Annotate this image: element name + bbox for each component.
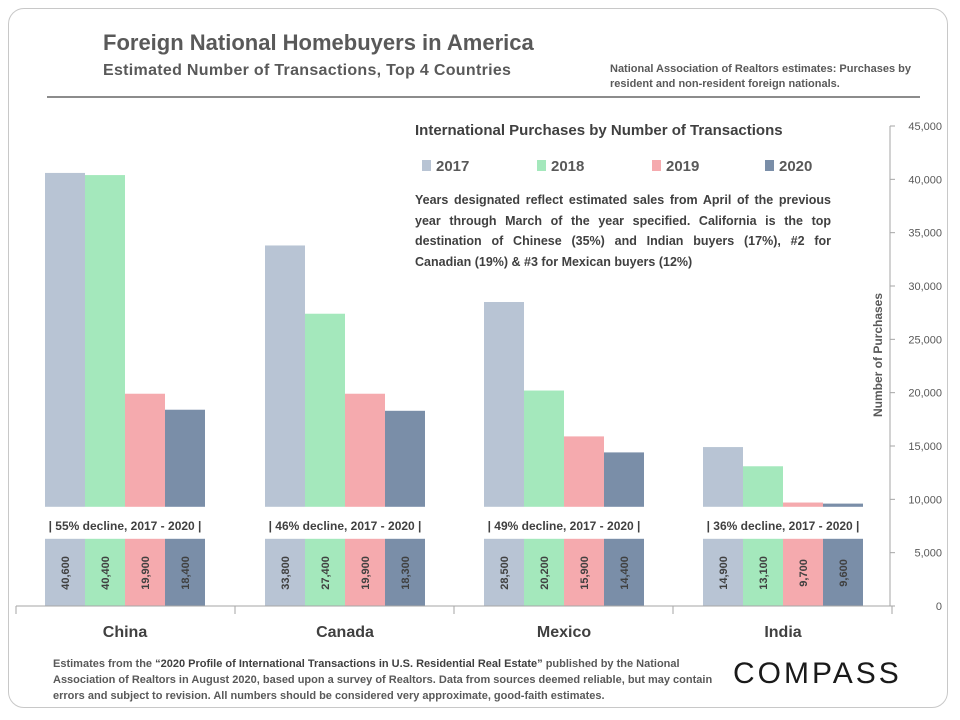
y-tick-label: 5,000 — [914, 548, 942, 560]
legend-swatch-2018 — [537, 160, 546, 171]
value-label: 9,700 — [798, 559, 810, 587]
y-tick-label: 45,000 — [908, 121, 942, 133]
bar-gap — [604, 506, 644, 539]
value-label: 15,900 — [579, 556, 591, 590]
footnote-text-post: published by the National Association of… — [53, 658, 713, 702]
value-label: 33,800 — [280, 556, 292, 590]
bar-gap — [783, 506, 823, 539]
chart-title: International Purchases by Number of Tra… — [415, 122, 783, 139]
footnote-text-pre: Estimates from the — [53, 658, 156, 670]
bar-gap — [345, 506, 385, 539]
footnote-report-title: “2020 Profile of International Transacti… — [155, 658, 543, 670]
bars-layer — [45, 172, 863, 607]
compass-logo: COMPASS — [733, 657, 902, 690]
category-label: Mexico — [537, 624, 591, 641]
y-tick-label: 35,000 — [908, 228, 942, 240]
value-label: 40,400 — [100, 556, 112, 590]
value-label: 9,600 — [838, 559, 850, 587]
bar-gap — [524, 506, 564, 539]
y-tick-label: 30,000 — [908, 281, 942, 293]
decline-note: | 55% decline, 2017 - 2020 | — [49, 519, 202, 533]
value-label: 28,500 — [499, 556, 511, 590]
labels-layer: 40,600 40,400 19,900 18,400 | 55% decline, 2… — [49, 519, 860, 641]
slide-frame — [8, 8, 948, 708]
y-tick-label: 10,000 — [908, 494, 942, 506]
y-tick-label: 20,000 — [908, 388, 942, 400]
legend-swatch-2017 — [422, 160, 431, 171]
decline-note: | 36% decline, 2017 - 2020 | — [707, 519, 860, 533]
decline-note: | 46% decline, 2017 - 2020 | — [269, 519, 422, 533]
bar-china-2018 — [85, 175, 125, 607]
value-label: 14,400 — [619, 556, 631, 590]
legend-label-2017: 2017 — [436, 158, 469, 175]
decline-note: | 49% decline, 2017 - 2020 | — [488, 519, 641, 533]
legend-label-2020: 2020 — [779, 158, 812, 175]
value-label: 19,900 — [140, 556, 152, 590]
value-label: 14,900 — [718, 556, 730, 590]
value-label: 40,600 — [60, 556, 72, 590]
bar-gap — [484, 506, 524, 539]
bar-china-2019 — [125, 393, 165, 606]
y-axis: 0 5,000 10,000 15,000 20,000 25,000 30,000 35,0… — [15, 121, 942, 614]
bar-gap — [743, 506, 783, 539]
category-label: China — [103, 624, 148, 641]
page-subtitle: Estimated Number of Transactions, Top 4 … — [103, 62, 512, 79]
value-label: 13,100 — [758, 556, 770, 590]
bar-gap — [85, 506, 125, 539]
legend-swatch-2020 — [765, 160, 774, 171]
category-label: India — [764, 624, 801, 641]
bar-gap — [385, 506, 425, 539]
value-label: 20,200 — [539, 556, 551, 590]
title-divider — [47, 96, 920, 98]
bar-gap — [823, 506, 863, 539]
bar-gap — [703, 506, 743, 539]
legend-swatch-2019 — [652, 160, 661, 171]
source-note: National Association of Realtors estimat… — [610, 63, 911, 90]
page-title: Foreign National Homebuyers in America — [103, 30, 534, 55]
legend-label-2019: 2019 — [666, 158, 699, 175]
bar-canada-2018 — [305, 313, 345, 606]
bar-china-2017 — [45, 172, 85, 606]
bar-gap — [265, 506, 305, 539]
value-label: 19,900 — [360, 556, 372, 590]
bar-gap — [165, 506, 205, 539]
bar-mexico-2017 — [484, 302, 524, 606]
bar-gap — [564, 506, 604, 539]
bar-gap — [125, 506, 165, 539]
chart-note: Years designated reflect estimated sales… — [415, 193, 831, 269]
y-tick-label: 40,000 — [908, 174, 942, 186]
value-label: 18,400 — [180, 556, 192, 590]
bar-gap — [305, 506, 345, 539]
y-axis-label: Number of Purchases — [871, 293, 885, 417]
footnote: Estimates from the “2020 Profile of Inte… — [53, 656, 733, 704]
bar-gap — [45, 506, 85, 539]
value-label: 18,300 — [400, 556, 412, 590]
bar-mexico-2018 — [524, 390, 564, 606]
legend-label-2018: 2018 — [551, 158, 584, 175]
y-tick-label: 15,000 — [908, 441, 942, 453]
bar-canada-2019 — [345, 393, 385, 606]
y-tick-label: 25,000 — [908, 334, 942, 346]
legend: 2017 2018 2019 2020 — [422, 158, 812, 175]
value-label: 27,400 — [320, 556, 332, 590]
bar-canada-2017 — [265, 245, 305, 606]
y-tick-label: 0 — [936, 601, 942, 613]
category-label: Canada — [316, 624, 374, 641]
